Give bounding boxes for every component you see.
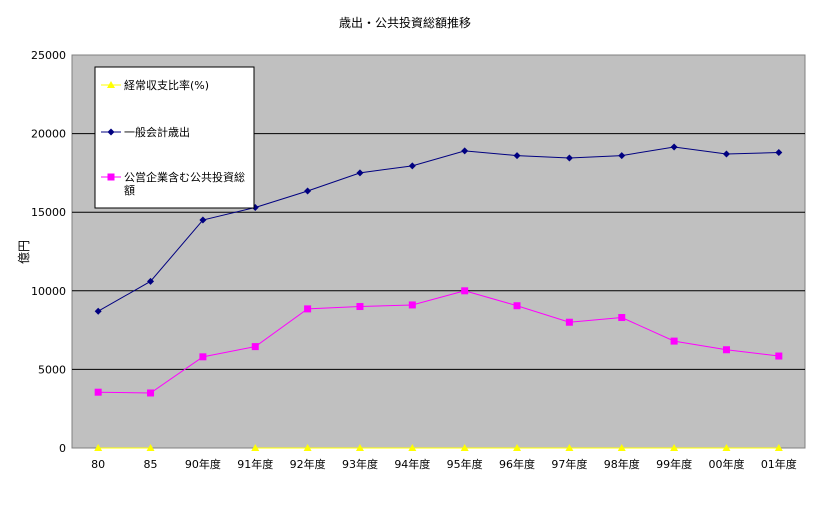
data-point <box>303 444 312 451</box>
data-point <box>513 302 521 310</box>
legend-marker <box>107 173 115 181</box>
data-point <box>355 444 364 451</box>
data-point <box>670 143 678 151</box>
x-tick-label: 99年度 <box>656 457 692 471</box>
x-tick-label: 85 <box>144 458 158 471</box>
data-point <box>670 444 679 451</box>
data-point <box>774 444 783 451</box>
data-point <box>565 154 573 162</box>
chart-title: 歳出・公共投資総額推移 <box>339 15 471 30</box>
x-tick-label: 00年度 <box>708 457 744 471</box>
data-point <box>565 318 573 326</box>
data-point <box>618 152 626 160</box>
x-tick-label: 96年度 <box>499 457 535 471</box>
y-tick-label: 25000 <box>31 49 66 62</box>
data-point <box>722 150 730 158</box>
data-point <box>513 444 522 451</box>
data-point <box>722 346 730 354</box>
data-point <box>670 337 678 345</box>
y-tick-labels: 0 5000 10000 15000 20000 25000 <box>31 49 66 455</box>
legend-marker <box>107 128 115 136</box>
legend-label: 経常収支比率(%) <box>124 78 209 92</box>
y-axis-label: 億円 <box>17 240 31 264</box>
x-tick-label: 93年度 <box>342 457 378 471</box>
y-tick-label: 0 <box>59 442 66 455</box>
data-point <box>461 147 469 155</box>
x-tick-label: 98年度 <box>604 457 640 471</box>
data-point <box>408 444 417 451</box>
y-tick-label: 20000 <box>31 128 66 141</box>
data-point <box>199 353 207 361</box>
series-line <box>98 290 779 394</box>
data-point <box>775 148 783 156</box>
data-point <box>304 305 312 313</box>
data-point <box>617 444 626 451</box>
data-point <box>251 343 259 351</box>
data-point <box>251 444 260 451</box>
data-point <box>94 307 102 315</box>
grid-lines <box>72 133 805 370</box>
data-point <box>775 352 783 360</box>
data-point <box>146 444 155 451</box>
x-tick-label: 90年度 <box>185 457 221 471</box>
data-point <box>722 444 731 451</box>
x-tick-labels: 80 85 90年度 91年度 92年度 93年度 94年度 95年度 96年度 97年度 98年度… <box>91 457 797 471</box>
x-tick-label: 91年度 <box>237 457 273 471</box>
data-point <box>304 187 312 195</box>
data-point <box>199 216 207 224</box>
data-point <box>513 152 521 160</box>
legend-label: 一般会計歳出 <box>124 125 190 139</box>
legend-label: 公営企業含む公共投資総額 <box>124 170 245 197</box>
data-point <box>461 287 469 295</box>
x-tick-label: 92年度 <box>290 457 326 471</box>
x-tick-label: 01年度 <box>761 457 797 471</box>
data-point <box>147 389 155 397</box>
data-point <box>94 388 102 396</box>
series-line <box>97 146 779 312</box>
legend-marker <box>107 81 115 88</box>
legend-box <box>94 66 255 209</box>
x-tick-label: 80 <box>91 458 105 471</box>
x-tick-label: 97年度 <box>551 457 587 471</box>
series-layer <box>94 143 783 451</box>
data-point <box>618 314 626 322</box>
series-1 <box>94 143 783 315</box>
series-2 <box>94 287 783 397</box>
y-tick-label: 10000 <box>31 285 66 298</box>
data-point <box>408 301 416 309</box>
y-tick-label: 15000 <box>31 206 66 219</box>
data-point <box>356 169 364 177</box>
x-tick-label: 95年度 <box>447 457 483 471</box>
x-tick-label: 94年度 <box>394 457 430 471</box>
data-point <box>460 444 469 451</box>
data-point <box>565 444 574 451</box>
series-0 <box>94 444 783 451</box>
y-tick-label: 5000 <box>38 363 66 376</box>
data-point <box>147 277 155 285</box>
data-point <box>408 162 416 170</box>
data-point <box>94 444 103 451</box>
data-point <box>356 303 364 311</box>
